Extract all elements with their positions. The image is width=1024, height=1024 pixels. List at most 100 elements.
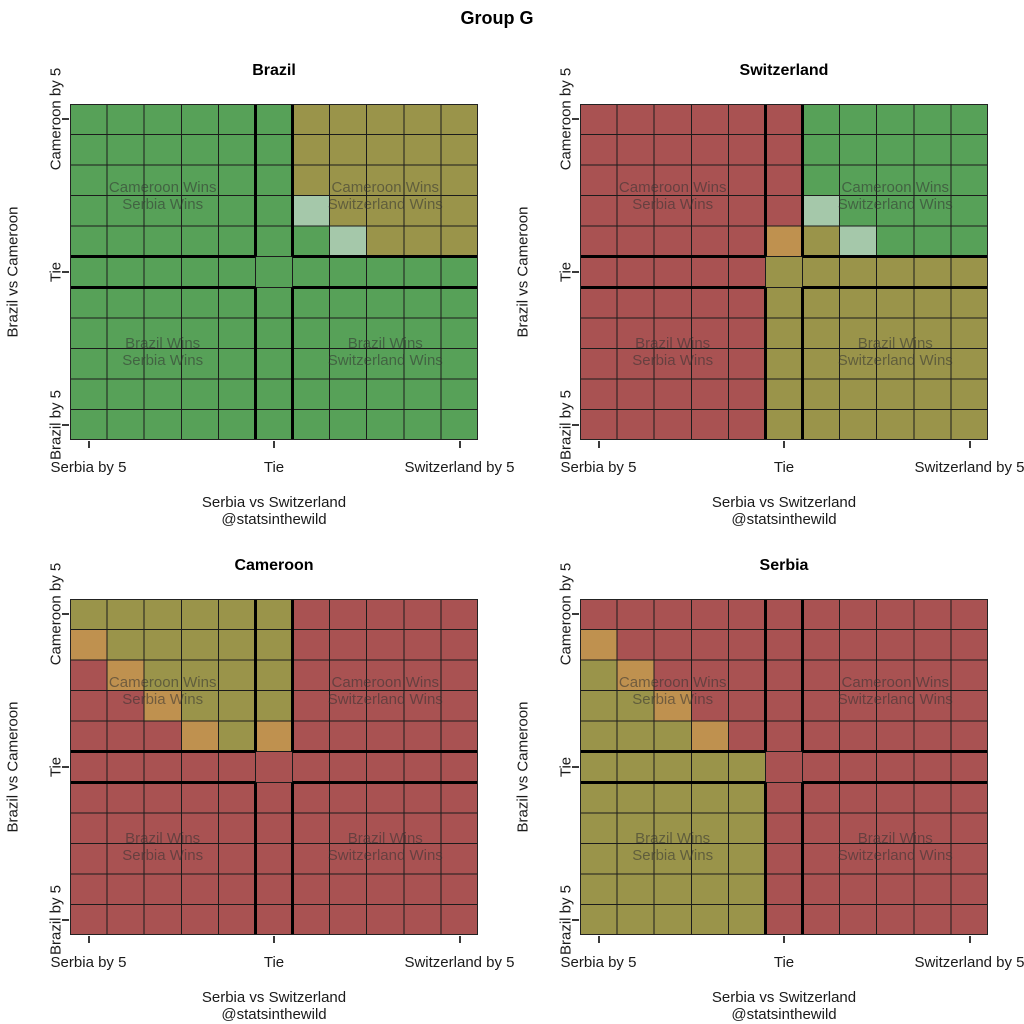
grid-cell xyxy=(440,690,478,722)
grid-cell xyxy=(254,781,294,814)
grid-cell xyxy=(727,781,766,814)
grid-cell xyxy=(802,751,841,783)
grid-cell xyxy=(690,225,729,258)
grid-cell xyxy=(764,629,804,661)
grid-cell xyxy=(802,134,841,166)
grid-cell xyxy=(70,903,108,935)
panel-title: Brazil xyxy=(252,62,296,79)
grid-cell xyxy=(876,134,915,166)
grid-cell xyxy=(839,751,878,783)
probability-grid-brazil xyxy=(70,104,478,440)
grid-cell xyxy=(727,842,766,875)
grid-cell xyxy=(217,164,256,197)
grid-cell xyxy=(329,659,368,692)
grid-cell xyxy=(913,903,952,935)
grid-cell xyxy=(440,781,478,814)
grid-cell xyxy=(217,599,256,631)
grid-cell xyxy=(653,781,692,814)
grid-cell xyxy=(839,104,878,136)
grid-cell xyxy=(143,347,182,380)
grid-cell xyxy=(254,256,294,288)
grid-cell xyxy=(690,599,729,631)
grid-cell xyxy=(950,873,988,905)
grid-cell xyxy=(403,599,442,631)
grid-cell xyxy=(403,225,442,258)
grid-cell xyxy=(70,256,108,288)
grid-cell xyxy=(616,599,655,631)
grid-cell xyxy=(839,599,878,631)
grid-cell xyxy=(950,690,988,722)
grid-cell xyxy=(950,286,988,319)
grid-cell xyxy=(180,720,219,753)
grid-cell xyxy=(616,195,655,227)
grid-cell xyxy=(403,317,442,349)
grid-cell xyxy=(403,408,442,440)
grid-cell xyxy=(839,225,878,258)
grid-cell xyxy=(839,408,878,440)
grid-cell xyxy=(950,842,988,875)
x-tick-mark xyxy=(783,441,785,448)
grid-cell xyxy=(727,720,766,753)
y-tick-mark xyxy=(62,766,69,768)
grid-cell xyxy=(764,903,804,935)
plot-border xyxy=(70,599,478,935)
grid-cell xyxy=(217,286,256,319)
grid-cell xyxy=(580,781,618,814)
x-axis-label: Serbia vs Switzerland xyxy=(201,989,347,1006)
grid-cell xyxy=(616,690,655,722)
x-tick-label-switzerland-by-5: Switzerland by 5 xyxy=(914,954,1024,971)
x-tick-label-switzerland-by-5: Switzerland by 5 xyxy=(404,459,515,476)
grid-cell xyxy=(690,408,729,440)
grid-cell xyxy=(876,873,915,905)
grid-cell xyxy=(690,751,729,783)
grid-cell xyxy=(70,812,108,844)
grid-cell xyxy=(950,812,988,844)
grid-cell xyxy=(580,720,618,753)
panel-title: Switzerland xyxy=(739,62,829,79)
grid-cell xyxy=(366,347,405,380)
grid-cell xyxy=(690,781,729,814)
grid-cell xyxy=(106,599,145,631)
grid-cell xyxy=(143,873,182,905)
grid-cell xyxy=(292,751,331,783)
grid-cell xyxy=(690,873,729,905)
grid-cell xyxy=(70,842,108,875)
grid-cell xyxy=(764,720,804,753)
grid-cell xyxy=(106,720,145,753)
grid-cell xyxy=(143,751,182,783)
grid-cell xyxy=(876,842,915,875)
figure-title: Group G xyxy=(460,8,534,28)
grid-cell xyxy=(950,225,988,258)
grid-cell xyxy=(106,317,145,349)
grid-cell xyxy=(839,720,878,753)
grid-cell xyxy=(876,225,915,258)
grid-cell xyxy=(839,690,878,722)
grid-cell xyxy=(366,842,405,875)
grid-cell xyxy=(727,812,766,844)
grid-cell xyxy=(876,408,915,440)
grid-cell xyxy=(616,134,655,166)
grid-cell xyxy=(180,659,219,692)
grid-cell xyxy=(802,690,841,722)
watermark: @statsinthewild xyxy=(221,511,327,528)
grid-cell xyxy=(653,842,692,875)
grid-cell xyxy=(143,720,182,753)
grid-cell xyxy=(727,408,766,440)
y-tick-mark xyxy=(572,424,579,426)
grid-cell xyxy=(180,286,219,319)
grid-cell xyxy=(180,317,219,349)
grid-cell xyxy=(580,751,618,783)
grid-cell xyxy=(403,286,442,319)
grid-cell xyxy=(913,629,952,661)
grid-cell xyxy=(329,378,368,410)
grid-cell xyxy=(616,812,655,844)
grid-cell xyxy=(70,104,108,136)
grid-cell xyxy=(180,903,219,935)
y-tick-mark xyxy=(572,271,579,273)
grid-cell xyxy=(329,720,368,753)
grid-cell xyxy=(950,104,988,136)
grid-cell xyxy=(653,629,692,661)
grid-cell xyxy=(653,690,692,722)
grid-cell xyxy=(366,812,405,844)
grid-cell xyxy=(802,659,841,692)
